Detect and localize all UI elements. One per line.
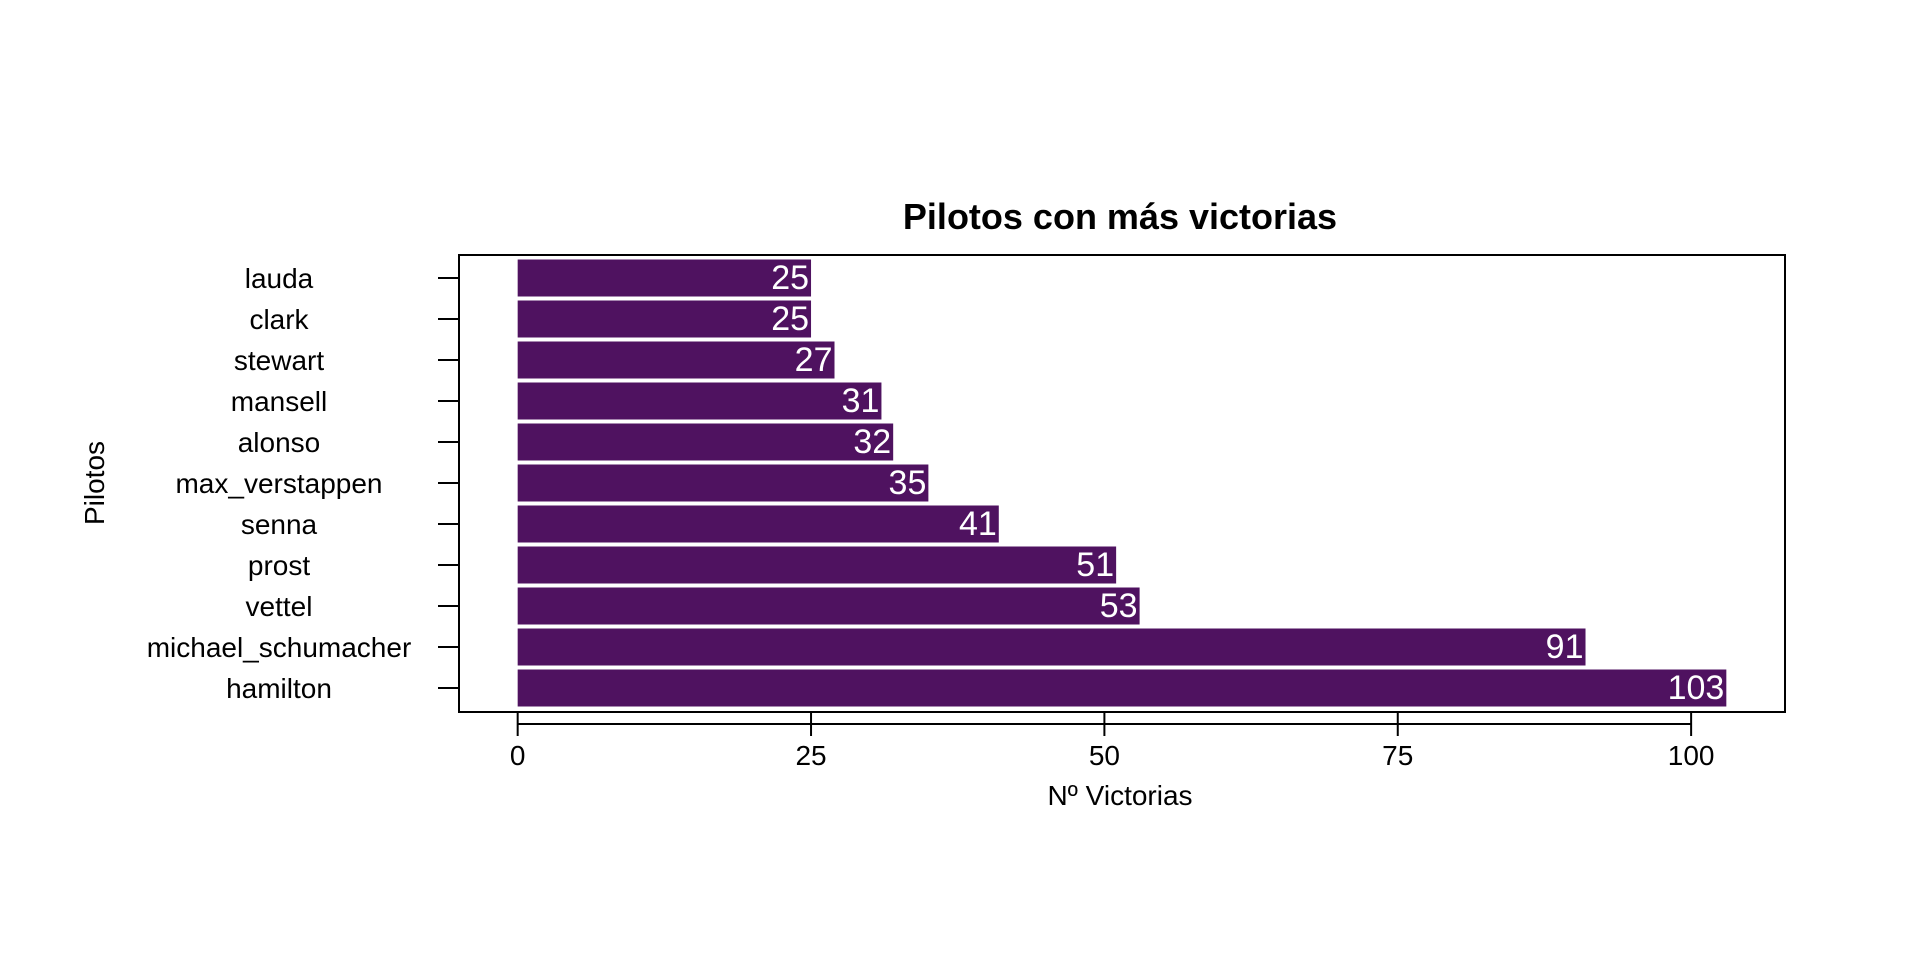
y-axis-label: Pilotos	[79, 441, 110, 525]
y-tick-label: michael_schumacher	[147, 632, 412, 663]
bar-alonso	[517, 423, 894, 461]
plot-area-frame	[458, 254, 1786, 713]
bar-prost	[517, 546, 1117, 584]
x-tick-label: 100	[1668, 740, 1715, 771]
y-axis: lauda clark stewart mansell alonso max_versta…	[147, 263, 458, 704]
y-tick-label: vettel	[246, 591, 313, 622]
y-tick-label: mansell	[231, 386, 327, 417]
y-tick-label: senna	[241, 509, 318, 540]
x-tick-label: 50	[1089, 740, 1120, 771]
y-tick-label: alonso	[238, 427, 321, 458]
bar-senna	[517, 505, 999, 543]
bar-value-label: 25	[771, 259, 809, 297]
x-tick-label: 75	[1382, 740, 1413, 771]
bar-value-label: 35	[889, 464, 927, 502]
bar-lauda	[517, 259, 812, 297]
bar-value-label: 31	[842, 382, 880, 420]
bar-vettel	[517, 587, 1140, 625]
chart-title: Pilotos con más victorias	[903, 196, 1337, 237]
x-tick-label: 25	[795, 740, 826, 771]
bar-value-label: 103	[1668, 669, 1725, 707]
bar-value-label: 27	[795, 341, 833, 379]
bar-value-label: 91	[1546, 628, 1584, 666]
bar-clark	[517, 300, 812, 338]
bar-value-label: 53	[1100, 587, 1138, 625]
bar-value-label: 51	[1076, 546, 1114, 584]
y-tick-label: stewart	[234, 345, 324, 376]
bar-value-label: 32	[853, 423, 891, 461]
x-axis: 0 25 50 75 100	[510, 712, 1715, 771]
y-tick-label: lauda	[245, 263, 314, 294]
bar-stewart	[517, 341, 835, 379]
bar-michael_schumacher	[517, 628, 1586, 666]
bar-max_verstappen	[517, 464, 929, 502]
y-tick-label: clark	[249, 304, 309, 335]
bar-mansell	[517, 382, 882, 420]
bar-hamilton	[517, 669, 1727, 707]
x-axis-label: Nº Victorias	[1047, 780, 1192, 811]
bar-value-label: 25	[771, 300, 809, 338]
y-tick-label: hamilton	[226, 673, 332, 704]
bar-value-label: 41	[959, 505, 997, 543]
x-tick-label: 0	[510, 740, 526, 771]
y-tick-label: prost	[248, 550, 310, 581]
y-tick-label: max_verstappen	[175, 468, 382, 499]
